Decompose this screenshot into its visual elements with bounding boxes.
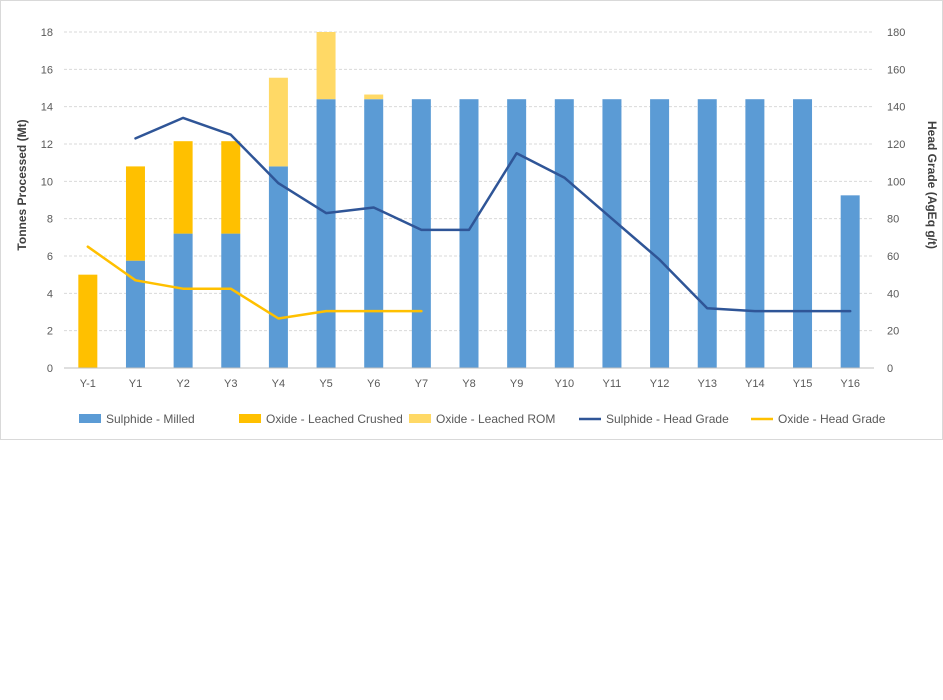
bar-sulphide-milled (221, 233, 241, 368)
y-tick-label: 0 (47, 363, 53, 375)
y-tick-label: 12 (41, 139, 53, 151)
bar-sulphide-milled (173, 233, 193, 368)
bar-oxide-leached-crushed (125, 166, 145, 261)
bar-sulphide-milled (459, 99, 479, 368)
x-tick-label: Y10 (555, 378, 575, 390)
bar-sulphide-milled (411, 99, 431, 368)
x-tick-label: Y15 (793, 378, 813, 390)
y-tick-label: 2 (47, 326, 53, 338)
y-axis-title: Tonnes Processed (Mt) (15, 119, 29, 250)
y-tick-label: 18 (41, 27, 53, 39)
bar-sulphide-milled (840, 195, 860, 368)
legend-item: Oxide - Leached ROM (409, 412, 555, 426)
x-tick-label: Y2 (176, 378, 189, 390)
y2-tick-label: 80 (887, 214, 899, 226)
y2-tick-label: 100 (887, 176, 905, 188)
bar-oxide-leached-rom (364, 94, 384, 100)
line-oxide-head-grade (86, 245, 423, 320)
combo-chart: 024681012141618020406080100120140160180Y… (15, 27, 939, 426)
legend-item: Sulphide - Head Grade (579, 412, 729, 426)
y2-tick-label: 180 (887, 27, 905, 39)
bar-sulphide-milled (125, 260, 145, 368)
bar-sulphide-milled (316, 99, 336, 368)
legend-item: Sulphide - Milled (79, 412, 195, 426)
bar-oxide-leached-rom (268, 77, 288, 167)
x-tick-label: Y12 (650, 378, 670, 390)
x-tick-label: Y8 (462, 378, 475, 390)
line-series (86, 116, 852, 320)
bar-sulphide-milled (364, 99, 384, 368)
legend: Sulphide - Milled Oxide - Leached Crushed… (79, 412, 886, 426)
y2-tick-label: 40 (887, 288, 899, 300)
y2-tick-label: 160 (887, 64, 905, 76)
legend-swatch (79, 414, 101, 423)
y-tick-label: 8 (47, 214, 53, 226)
x-tick-label: Y7 (415, 378, 428, 390)
y2-tick-label: 140 (887, 102, 905, 114)
legend-label: Oxide - Head Grade (778, 412, 886, 426)
y2-axis-title: Head Grade (AgEq g/t) (925, 121, 939, 249)
legend-label: Oxide - Leached ROM (436, 412, 555, 426)
y-tick-label: 6 (47, 251, 53, 263)
bar-sulphide-milled (793, 99, 813, 368)
y2-tick-label: 20 (887, 326, 899, 338)
x-tick-label: Y13 (697, 378, 717, 390)
y-tick-label: 16 (41, 64, 53, 76)
bar-oxide-leached-crushed (78, 274, 98, 368)
bar-oxide-leached-rom (316, 32, 336, 100)
y2-tick-label: 120 (887, 139, 905, 151)
bar-sulphide-milled (697, 99, 717, 368)
legend-item: Oxide - Leached Crushed (239, 412, 403, 426)
bar-sulphide-milled (554, 99, 574, 368)
legend-swatch (409, 414, 431, 423)
bar-sulphide-milled (745, 99, 765, 368)
bar-oxide-leached-crushed (173, 141, 193, 234)
line-sulphide-head-grade (134, 116, 852, 313)
x-tick-label: Y-1 (80, 378, 96, 390)
bar-oxide-leached-crushed (221, 141, 241, 234)
bar-series (78, 32, 860, 368)
y2-tick-label: 0 (887, 363, 893, 375)
bar-sulphide-milled (650, 99, 670, 368)
y-tick-label: 14 (41, 102, 53, 114)
bar-sulphide-milled (268, 166, 288, 368)
chart-container: 0 2 4 6 8 10 12 14 16 18 0 20 40 60 80 100 120 140 160 180 Y… (0, 0, 943, 440)
x-tick-label: Y9 (510, 378, 523, 390)
y-tick-label: 4 (47, 288, 53, 300)
legend-item: Oxide - Head Grade (751, 412, 886, 426)
x-tick-label: Y4 (272, 378, 285, 390)
y2-tick-label: 60 (887, 251, 899, 263)
x-tick-label: Y3 (224, 378, 237, 390)
x-tick-label: Y1 (129, 378, 142, 390)
legend-label: Oxide - Leached Crushed (266, 412, 403, 426)
x-tick-label: Y6 (367, 378, 380, 390)
axes: 024681012141618020406080100120140160180Y… (41, 27, 906, 390)
y-tick-label: 10 (41, 176, 53, 188)
x-tick-label: Y16 (840, 378, 860, 390)
x-tick-label: Y5 (319, 378, 332, 390)
legend-label: Sulphide - Milled (106, 412, 195, 426)
legend-label: Sulphide - Head Grade (606, 412, 729, 426)
bar-sulphide-milled (602, 99, 622, 368)
legend-swatch (239, 414, 261, 423)
x-tick-label: Y14 (745, 378, 765, 390)
x-tick-label: Y11 (603, 378, 622, 390)
bar-sulphide-milled (507, 99, 527, 368)
